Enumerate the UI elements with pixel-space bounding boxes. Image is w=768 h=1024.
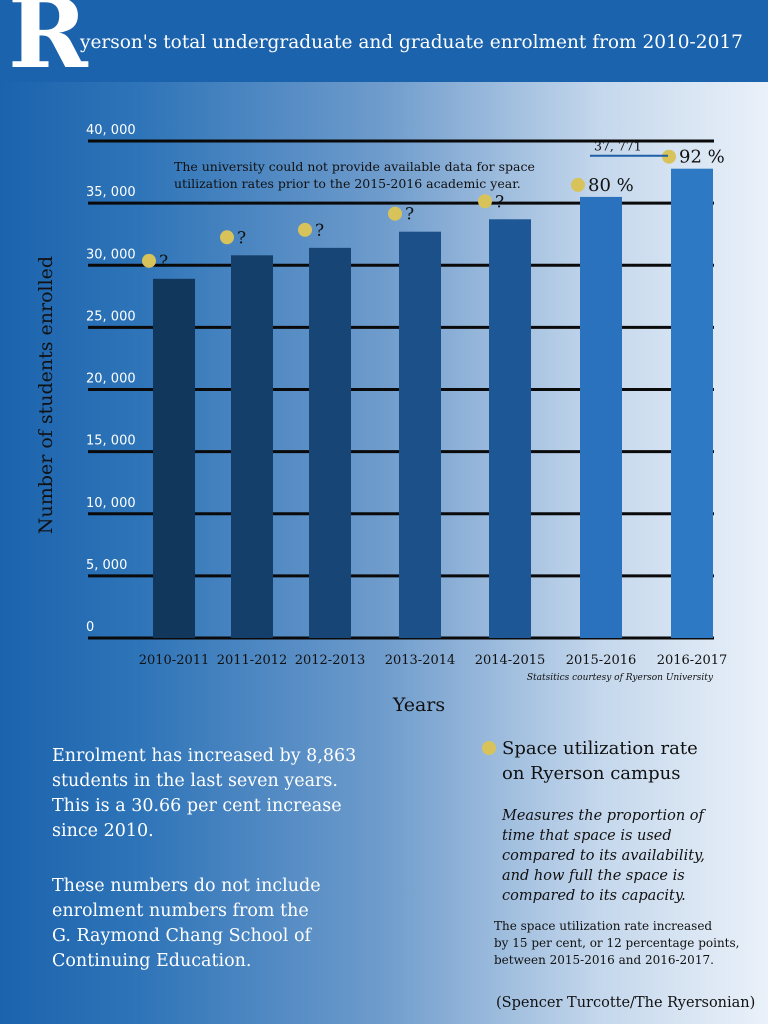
- utilization-dot-icon: [388, 206, 402, 221]
- y-tick-label: 20, 000: [86, 372, 136, 387]
- bar: [231, 255, 273, 638]
- chart-annotation: The university could not provide availab…: [174, 159, 535, 174]
- description-line: and how full the space is: [502, 868, 685, 884]
- utilization-dot-icon: [220, 230, 234, 245]
- utilization-rate-label: 80 %: [588, 175, 634, 196]
- note-line: The space utilization rate increased: [494, 919, 713, 933]
- utilization-rate-label: ?: [405, 205, 414, 225]
- summary-line: These numbers do not include: [52, 876, 321, 896]
- y-tick-label: 10, 000: [86, 496, 136, 511]
- summary-line: Enrolment has increased by 8,863: [52, 746, 357, 766]
- value-label: 37, 771: [594, 139, 642, 154]
- y-tick-label: 15, 000: [86, 434, 136, 449]
- utilization-dot-icon: [571, 177, 585, 192]
- photo-credit: (Spencer Turcotte/The Ryersonian): [496, 995, 756, 1011]
- x-tick-label: 2012-2013: [295, 653, 366, 668]
- y-tick-label: 25, 000: [86, 309, 136, 324]
- y-tick-label: 5, 000: [86, 558, 127, 573]
- summary-line: students in the last seven years.: [52, 771, 338, 791]
- utilization-dot-icon: [298, 222, 312, 237]
- utilization-dot-icon: [478, 194, 492, 209]
- bar: [399, 231, 441, 638]
- x-tick-label: 2014-2015: [475, 653, 546, 668]
- bar: [489, 219, 531, 638]
- utilization-dot-icon: [662, 149, 676, 164]
- y-tick-label: 0: [86, 620, 94, 635]
- source-credit: Statsitics courtesy of Ryerson Universit…: [527, 673, 714, 683]
- description-line: Measures the proportion of: [502, 808, 704, 824]
- x-tick-label: 2016-2017: [657, 653, 728, 668]
- bar: [153, 278, 195, 638]
- bar: [671, 168, 713, 639]
- x-tick-label: 2010-2011: [139, 653, 210, 668]
- summary-line: G. Raymond Chang School of: [52, 926, 311, 946]
- enrolment-bar-chart: 0 5, 000 10, 000 15, 000 20, 000 25, 000 30, 0…: [35, 123, 728, 716]
- description-line: time that space is used: [502, 828, 672, 844]
- y-tick-label: 30, 000: [86, 247, 136, 262]
- header-banner: R yerson's total undergraduate and gradu…: [0, 0, 768, 82]
- x-tick-label: 2015-2016: [566, 653, 637, 668]
- utilization-rate-label: ?: [495, 192, 504, 212]
- utilization-dot-icon: [142, 253, 156, 268]
- legend-dot-icon: [482, 741, 496, 755]
- utilization-increase-note: The space utilization rate increased by …: [494, 918, 764, 969]
- utilization-rate-label: ?: [159, 252, 168, 272]
- utilization-rate-label: 92 %: [679, 147, 725, 168]
- bar: [580, 196, 622, 638]
- y-tick-label: 40, 000: [86, 123, 136, 138]
- y-tick-label: 35, 000: [86, 185, 136, 200]
- legend-description: Measures the proportion of time that spa…: [502, 806, 752, 906]
- bar: [309, 247, 351, 639]
- summary-line: This is a 30.66 per cent increase: [52, 796, 342, 816]
- utilization-rate-label: ?: [237, 228, 246, 248]
- x-axis-title: Years: [392, 694, 445, 716]
- legend-label-line: on Ryerson campus: [502, 763, 681, 784]
- chart-annotation: utilization rates prior to the 2015-2016…: [174, 176, 521, 191]
- drop-cap: R: [8, 0, 88, 90]
- legend-label-line: Space utilization rate: [502, 738, 698, 759]
- description-line: compared to its availability,: [502, 848, 705, 864]
- legend-label: Space utilization rate on Ryerson campus: [502, 736, 698, 786]
- utilization-rate-label: ?: [315, 221, 324, 241]
- note-line: by 15 per cent, or 12 percentage points,: [494, 936, 740, 950]
- summary-line: enrolment numbers from the: [52, 901, 309, 921]
- summary-line: Continuing Education.: [52, 951, 252, 971]
- summary-line: since 2010.: [52, 821, 154, 841]
- y-axis-title: Number of students enrolled: [35, 256, 57, 534]
- summary-paragraph-1: Enrolment has increased by 8,863 student…: [52, 744, 412, 844]
- note-line: between 2015-2016 and 2016-2017.: [494, 953, 714, 967]
- page-title: yerson's total undergraduate and graduat…: [80, 32, 743, 53]
- x-tick-label: 2013-2014: [385, 653, 456, 668]
- x-tick-label: 2011-2012: [217, 653, 288, 668]
- summary-paragraph-2: These numbers do not include enrolment n…: [52, 874, 412, 974]
- description-line: compared to its capacity.: [502, 888, 686, 904]
